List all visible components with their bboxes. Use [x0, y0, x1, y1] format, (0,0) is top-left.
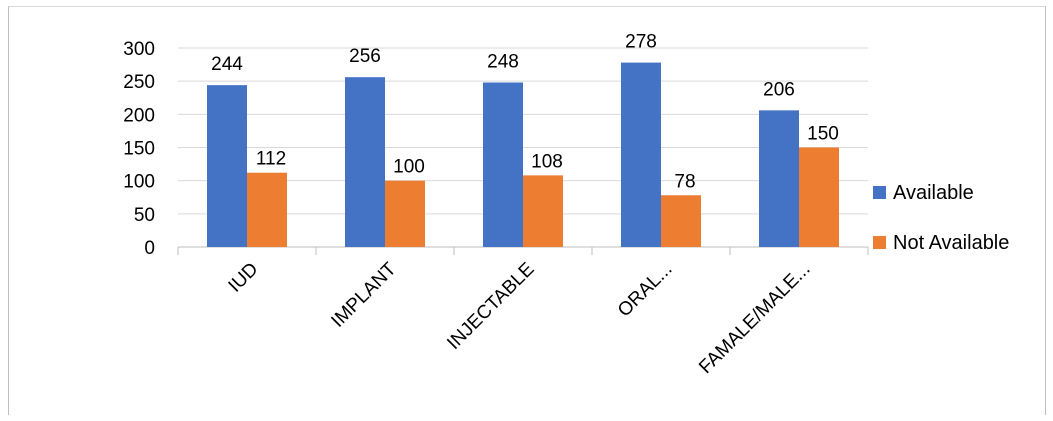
y-axis-ticks: 0 50 100 150 200 250 300 [123, 39, 155, 259]
data-label: 100 [393, 157, 425, 178]
bar [661, 195, 701, 247]
legend-label: Not Available [893, 232, 1009, 254]
legend-swatch [873, 236, 886, 249]
x-axis: IUD IMPLANT INJECTABLE ORAL... FAMALE/MALE..… [177, 247, 869, 378]
y-tick-label: 250 [123, 72, 155, 93]
y-tick-label: 100 [123, 172, 155, 193]
chart-frame [8, 6, 1046, 415]
data-label: 244 [211, 54, 243, 75]
data-labels: 244 112 256 100 248 108 278 78 206 150 [211, 32, 839, 193]
data-label: 112 [256, 149, 286, 170]
data-label: 278 [625, 32, 657, 53]
bar [799, 147, 839, 247]
data-label: 78 [674, 171, 695, 192]
y-tick-label: 50 [134, 205, 155, 226]
y-tick-label: 300 [123, 39, 155, 60]
legend-swatch [873, 186, 886, 199]
data-label: 206 [763, 79, 795, 100]
x-tick-label: IUD [225, 259, 263, 297]
data-label: 256 [349, 46, 381, 67]
legend: Available Not Available [873, 182, 1009, 254]
bar [523, 175, 563, 247]
bar [385, 180, 425, 247]
data-label: 150 [807, 124, 839, 145]
x-tick-label: FAMALE/MALE... [695, 259, 814, 378]
bar [247, 172, 287, 247]
bar [345, 77, 385, 247]
bar [621, 62, 661, 247]
y-tick-label: 150 [123, 139, 155, 160]
data-label: 248 [487, 51, 519, 72]
bar [483, 82, 523, 247]
x-tick-label: INJECTABLE [443, 259, 538, 354]
bar [759, 110, 799, 247]
data-label: 108 [531, 151, 563, 172]
legend-label: Available [893, 182, 974, 204]
bar [207, 85, 247, 247]
y-tick-label: 0 [144, 238, 155, 259]
x-tick-label: ORAL... [614, 259, 677, 322]
bars [207, 62, 839, 247]
y-tick-label: 200 [123, 105, 155, 126]
x-tick-label: IMPLANT [327, 258, 400, 331]
